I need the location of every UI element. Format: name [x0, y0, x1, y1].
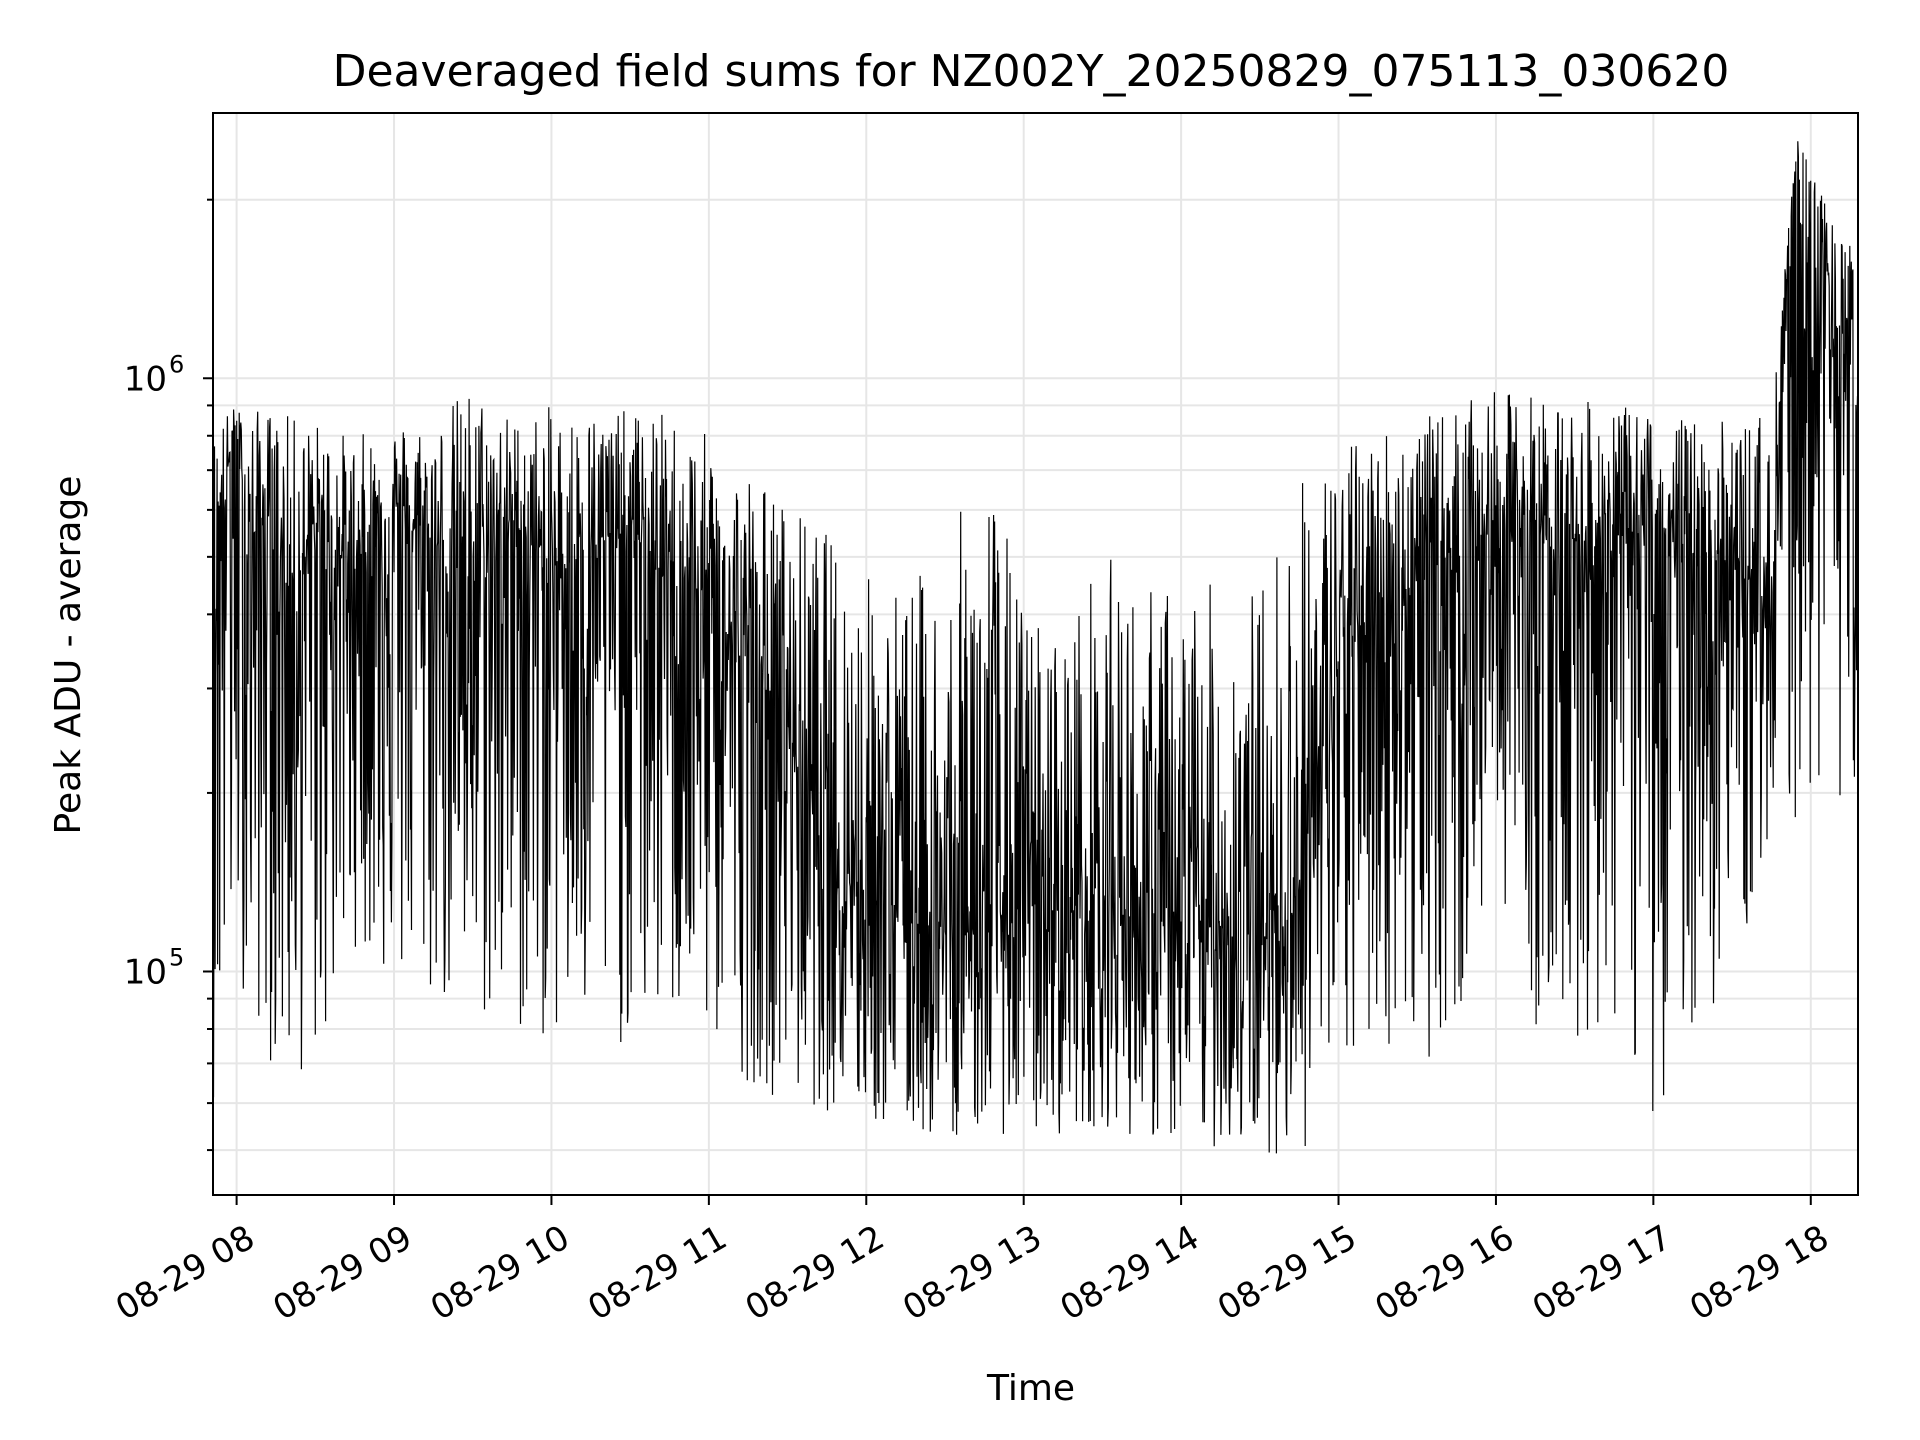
grid — [213, 113, 1858, 1195]
y-tick-label: 10 — [124, 359, 167, 399]
chart-title: Deaveraged field sums for NZ002Y_2025082… — [333, 46, 1730, 97]
y-tick-label: 10 — [124, 952, 167, 992]
x-axis-label: Time — [986, 1368, 1075, 1409]
plot-frame — [212, 112, 1859, 1196]
series-line — [213, 141, 1858, 1154]
y-tick-label-exponent: 6 — [169, 350, 184, 378]
y-tick-label-exponent: 5 — [169, 943, 184, 971]
y-axis-label: Peak ADU - average — [48, 476, 89, 835]
series-layer — [213, 141, 1858, 1154]
